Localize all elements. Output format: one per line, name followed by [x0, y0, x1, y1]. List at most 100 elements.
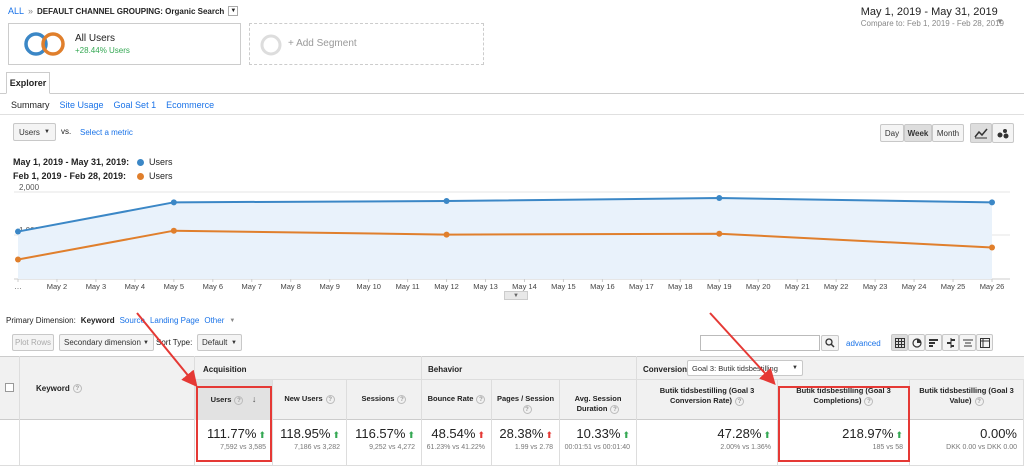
advanced-link[interactable]: advanced [846, 339, 881, 348]
comparison-view-icon[interactable] [942, 334, 959, 351]
sort-arrow-icon[interactable]: ↓ [249, 394, 257, 404]
breadcrumb-all[interactable]: ALL [8, 6, 25, 16]
term-cloud-icon[interactable] [959, 334, 976, 351]
select-all-checkbox[interactable] [5, 383, 14, 392]
series-area [18, 198, 992, 279]
column-header[interactable]: Bounce Rate? [422, 380, 492, 420]
column-header-text: Sessions [361, 394, 395, 403]
cell-comparison: 1.99 vs 2.78 [514, 444, 553, 451]
increase-arrow-icon: ⬆ [763, 430, 771, 440]
search-input[interactable] [700, 335, 820, 351]
goal-select[interactable]: Goal 3: Butik tidsbestilling ▼ [687, 360, 803, 376]
table-cell: 0.00% DKK 0.00 vs DKK 0.00 [910, 420, 1024, 466]
breadcrumb-grouping: DEFAULT CHANNEL GROUPING: Organic Search [37, 6, 225, 16]
subtab-summary[interactable]: Summary [11, 100, 50, 110]
column-header-label: Pages / Session? [496, 394, 555, 414]
chevron-down-icon[interactable]: ▼ [996, 17, 1004, 26]
sort-type-label: Sort Type: [156, 338, 193, 347]
keyword-header[interactable]: Keyword? [36, 384, 82, 394]
legend-dot-icon [137, 172, 144, 180]
metric-select[interactable]: Users ▼ [13, 123, 56, 141]
dimension-keyword[interactable]: Keyword [80, 316, 115, 325]
column-header[interactable]: New Users? [273, 380, 347, 420]
column-header-label: New Users? [277, 394, 342, 404]
cell-comparison: 9,252 vs 4,272 [369, 444, 415, 451]
change-bad-icon: ⬆ [545, 430, 553, 440]
highlight-completions-box [778, 386, 910, 462]
column-header[interactable]: Sessions? [347, 380, 422, 420]
x-tick-label: May 10 [356, 282, 381, 291]
pie-view-icon[interactable] [908, 334, 925, 351]
column-header[interactable]: Pages / Session? [492, 380, 560, 420]
column-header-text: Bounce Rate [427, 394, 474, 403]
series-point[interactable] [716, 195, 723, 202]
series-point[interactable] [716, 230, 723, 237]
line-chart-icon[interactable] [970, 123, 992, 143]
dimension-landing-page[interactable]: Landing Page [149, 316, 200, 325]
cell-value: 28.38% ⬆ [492, 426, 553, 441]
row-keyword-cell [20, 420, 195, 466]
column-header-text: Avg. Session Duration [574, 394, 622, 413]
help-icon[interactable]: ? [864, 396, 874, 406]
increase-arrow-icon: ⬆ [407, 430, 415, 440]
chart-resize-handle[interactable]: ▼ [504, 291, 528, 300]
column-header[interactable]: Butik tidsbestilling (Goal 3 Conversion … [637, 380, 778, 420]
performance-view-icon[interactable] [925, 334, 942, 351]
chevron-down-icon: ▼ [792, 365, 798, 371]
help-icon[interactable]: ? [610, 404, 620, 414]
subtab-ecommerce[interactable]: Ecommerce [166, 100, 215, 110]
help-icon[interactable]: ? [735, 396, 745, 406]
help-icon[interactable]: ? [522, 404, 532, 414]
series-point[interactable] [989, 244, 995, 251]
help-icon[interactable]: ? [974, 396, 984, 406]
series-point[interactable] [170, 199, 177, 206]
column-header[interactable]: Butik tidsbestilling (Goal 3 Value)? [910, 380, 1024, 420]
x-tick-label: May 23 [863, 282, 888, 291]
add-segment-button[interactable]: + Add Segment [249, 23, 484, 65]
table-cell: 48.54% ⬆ 61.23% vs 41.22% [422, 420, 492, 466]
series-point[interactable] [15, 256, 21, 263]
series-point[interactable] [443, 231, 450, 238]
select-metric-link[interactable]: Select a metric [80, 128, 133, 137]
column-header-label: Butik tidsbestilling (Goal 3 Completions… [782, 386, 905, 406]
motion-chart-icon[interactable] [992, 123, 1014, 143]
column-header-label: Bounce Rate? [426, 394, 487, 404]
granularity-month[interactable]: Month [932, 124, 964, 142]
search-icon[interactable] [821, 335, 839, 351]
chevron-down-icon[interactable]: ▼ [228, 6, 239, 16]
date-range-picker[interactable]: May 1, 2019 - May 31, 2019 Compare to: F… [860, 6, 1004, 28]
help-icon[interactable]: ? [72, 384, 82, 394]
chevron-down-icon[interactable]: ▼ [229, 317, 236, 324]
cell-comparison: 00:01:51 vs 00:01:40 [564, 444, 630, 451]
series-point[interactable] [989, 199, 995, 206]
series-point[interactable] [170, 227, 177, 234]
segment-all-users[interactable]: All Users +28.44% Users [8, 23, 241, 65]
series-point[interactable] [443, 198, 450, 205]
pivot-view-icon[interactable] [976, 334, 993, 351]
granularity-week[interactable]: Week [904, 124, 932, 142]
tab-explorer[interactable]: Explorer [6, 72, 50, 94]
dimension-other[interactable]: Other [204, 316, 225, 325]
granularity-day[interactable]: Day [880, 124, 904, 142]
help-icon[interactable]: ? [325, 394, 335, 404]
plot-rows-button[interactable]: Plot Rows [12, 334, 54, 351]
subtab-site-usage[interactable]: Site Usage [59, 100, 104, 110]
x-tick-label: May 4 [125, 282, 145, 291]
table-view-icon[interactable] [891, 334, 908, 351]
column-header[interactable]: Avg. Session Duration? [560, 380, 637, 420]
subtab-goal-set-1[interactable]: Goal Set 1 [113, 100, 157, 110]
help-icon[interactable]: ? [397, 394, 407, 404]
table-cell: 116.57% ⬆ 9,252 vs 4,272 [347, 420, 422, 466]
series-point[interactable] [15, 228, 21, 235]
column-header-text: Butik tidsbestilling (Goal 3 Conversion … [659, 386, 755, 405]
change-bad-icon: ⬆ [477, 430, 485, 440]
help-icon[interactable]: ? [234, 395, 244, 405]
group-acquisition: Acquisition [195, 356, 422, 380]
secondary-dimension-select[interactable]: Secondary dimension ▼ [59, 334, 154, 351]
sort-type-select[interactable]: Default ▼ [197, 334, 242, 351]
help-icon[interactable]: ? [476, 394, 486, 404]
column-header-label: Sessions? [351, 394, 417, 404]
group-behavior: Behavior [422, 356, 637, 380]
dimension-source[interactable]: Source [119, 316, 145, 325]
